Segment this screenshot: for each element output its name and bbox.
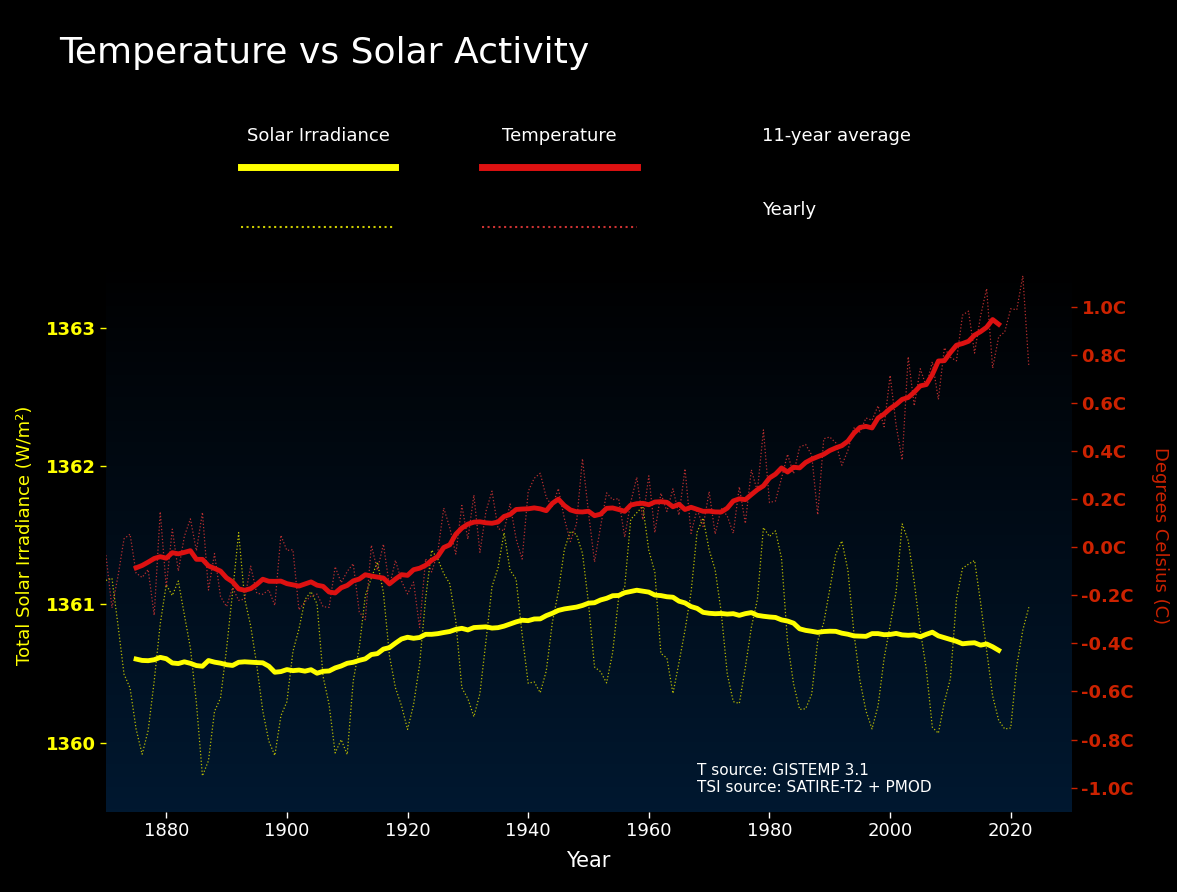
Text: T source: GISTEMP 3.1
TSI source: SATIRE-T2 + PMOD: T source: GISTEMP 3.1 TSI source: SATIRE… xyxy=(697,763,932,795)
Text: Solar Irradiance: Solar Irradiance xyxy=(247,128,390,145)
X-axis label: Year: Year xyxy=(566,851,611,871)
Y-axis label: Total Solar Irradiance (W/m²): Total Solar Irradiance (W/m²) xyxy=(16,406,34,665)
Point xyxy=(234,162,248,173)
Point xyxy=(388,162,403,173)
Point xyxy=(630,222,644,233)
Point xyxy=(388,222,403,233)
Point xyxy=(630,162,644,173)
Text: Temperature: Temperature xyxy=(503,128,617,145)
Point xyxy=(476,162,490,173)
Text: Yearly: Yearly xyxy=(763,201,817,219)
Y-axis label: Degrees Celsius (C): Degrees Celsius (C) xyxy=(1151,447,1169,624)
Text: 11-year average: 11-year average xyxy=(763,128,911,145)
Point xyxy=(476,222,490,233)
Point xyxy=(234,222,248,233)
Text: Temperature vs Solar Activity: Temperature vs Solar Activity xyxy=(59,36,590,70)
